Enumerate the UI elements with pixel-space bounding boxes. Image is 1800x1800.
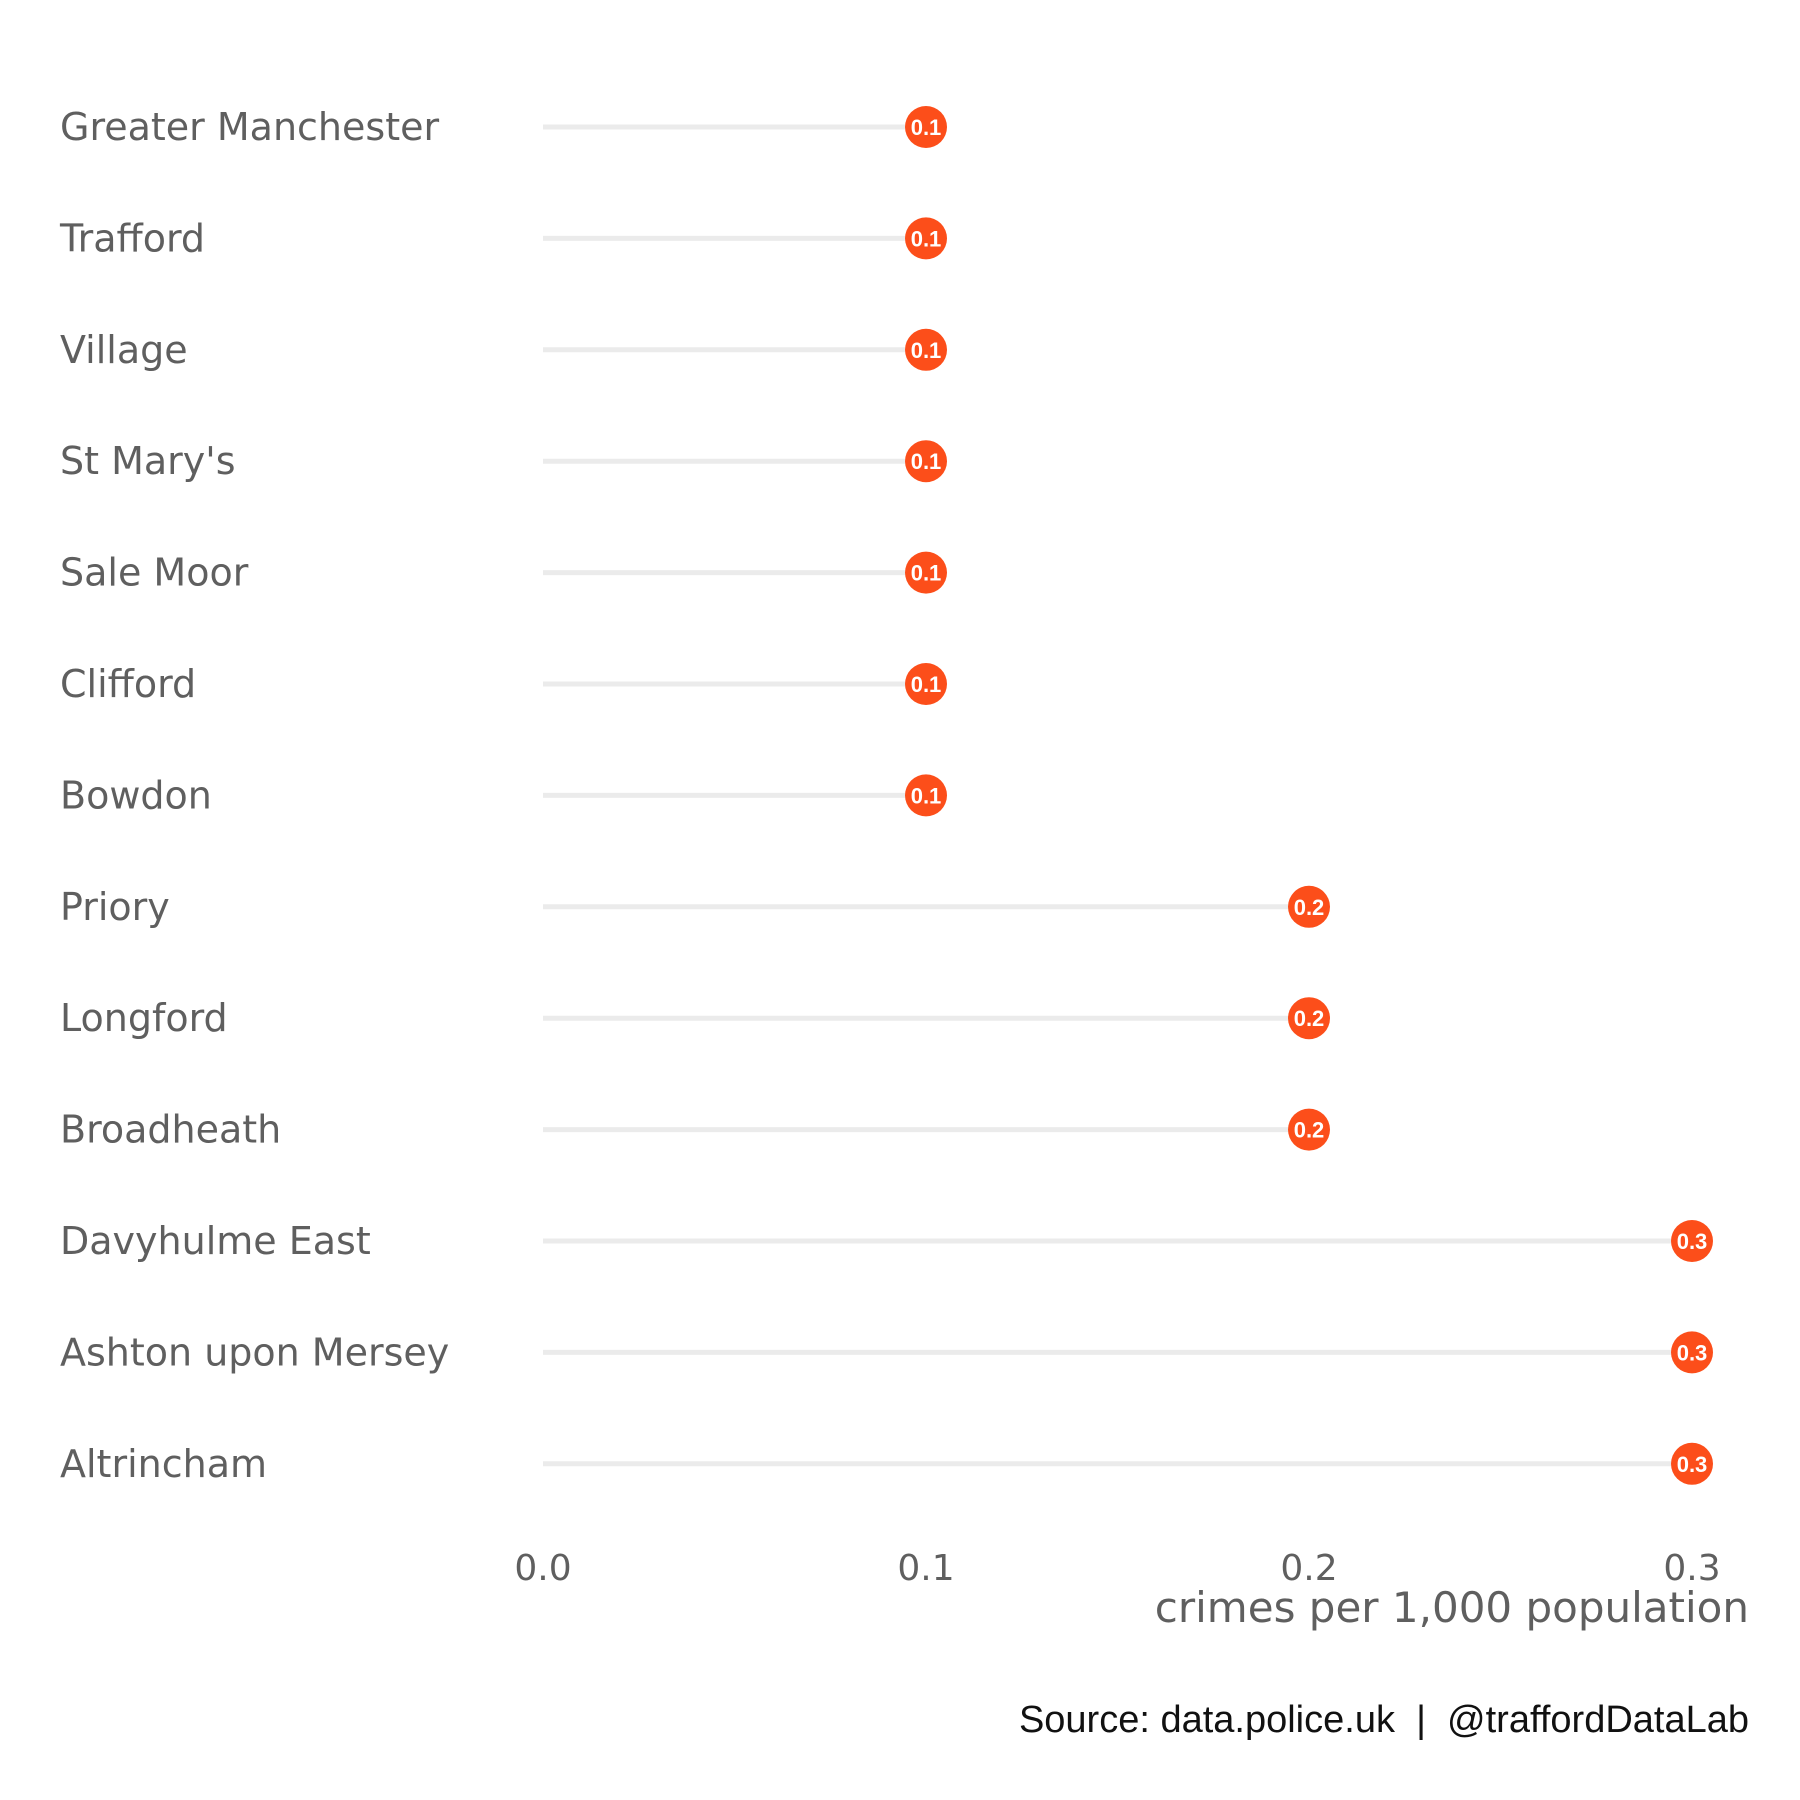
- category-label: Sale Moor: [60, 551, 249, 595]
- category-label: Ashton upon Mersey: [60, 1330, 449, 1374]
- category-label: Bowdon: [60, 773, 212, 817]
- lollipop-marker: [905, 106, 947, 148]
- category-label: Davyhulme East: [60, 1219, 371, 1263]
- source-caption: Source: data.police.uk | @traffordDataLa…: [1019, 1699, 1749, 1741]
- category-label: Altrincham: [60, 1442, 267, 1486]
- lollipop-marker: [905, 440, 947, 483]
- category-label: Village: [60, 328, 188, 372]
- markers-layer: 0.1 0.1 0.1 0.1 0.1 0.1 0.1 0.2 0.2 0.2 0.3 0.3 0.3: [905, 106, 1713, 1485]
- lollipop-marker: [1671, 1331, 1713, 1374]
- lollipop-marker: [1288, 1108, 1330, 1151]
- category-label: St Mary's: [60, 439, 236, 483]
- data-label: 0.2: [1294, 1118, 1325, 1143]
- lollipop-marker: [905, 663, 947, 705]
- data-label: 0.2: [1294, 1006, 1325, 1031]
- x-axis-title: crimes per 1,000 population: [1155, 1583, 1749, 1632]
- x-tick-label: 0.0: [514, 1548, 571, 1589]
- category-label: Clifford: [60, 662, 196, 706]
- lollipop-marker: [905, 774, 947, 817]
- data-label: 0.3: [1677, 1452, 1708, 1477]
- data-label: 0.1: [911, 226, 942, 251]
- data-label: 0.1: [911, 783, 942, 808]
- data-label: 0.1: [911, 115, 942, 140]
- lollipop-marker: [1288, 885, 1330, 928]
- category-label: Priory: [60, 885, 170, 929]
- x-tick-label: 0.3: [1663, 1548, 1720, 1589]
- lollipop-marker: [1288, 997, 1330, 1040]
- x-axis-tick-labels: 0.0 0.1 0.2 0.3: [514, 1548, 1720, 1589]
- category-label: Broadheath: [60, 1108, 281, 1152]
- data-label: 0.1: [911, 672, 942, 697]
- stems-layer: [543, 124, 1692, 1467]
- data-label: 0.3: [1677, 1340, 1708, 1365]
- lollipop-marker: [905, 551, 947, 594]
- data-label: 0.1: [911, 449, 942, 474]
- data-label: 0.1: [911, 561, 942, 586]
- category-label: Greater Manchester: [60, 105, 439, 149]
- data-label: 0.3: [1677, 1229, 1708, 1254]
- lollipop-marker: [905, 217, 947, 260]
- lollipop-marker: [905, 328, 947, 371]
- category-labels: Greater Manchester Trafford Village St Mary…: [59, 105, 449, 1486]
- x-tick-label: 0.2: [1280, 1548, 1337, 1589]
- data-label: 0.2: [1294, 895, 1325, 920]
- x-tick-label: 0.1: [897, 1548, 954, 1589]
- category-label: Longford: [60, 996, 228, 1040]
- lollipop-marker: [1671, 1220, 1713, 1262]
- data-label: 0.1: [911, 338, 942, 363]
- lollipop-marker: [1671, 1442, 1713, 1485]
- category-label: Trafford: [59, 216, 205, 260]
